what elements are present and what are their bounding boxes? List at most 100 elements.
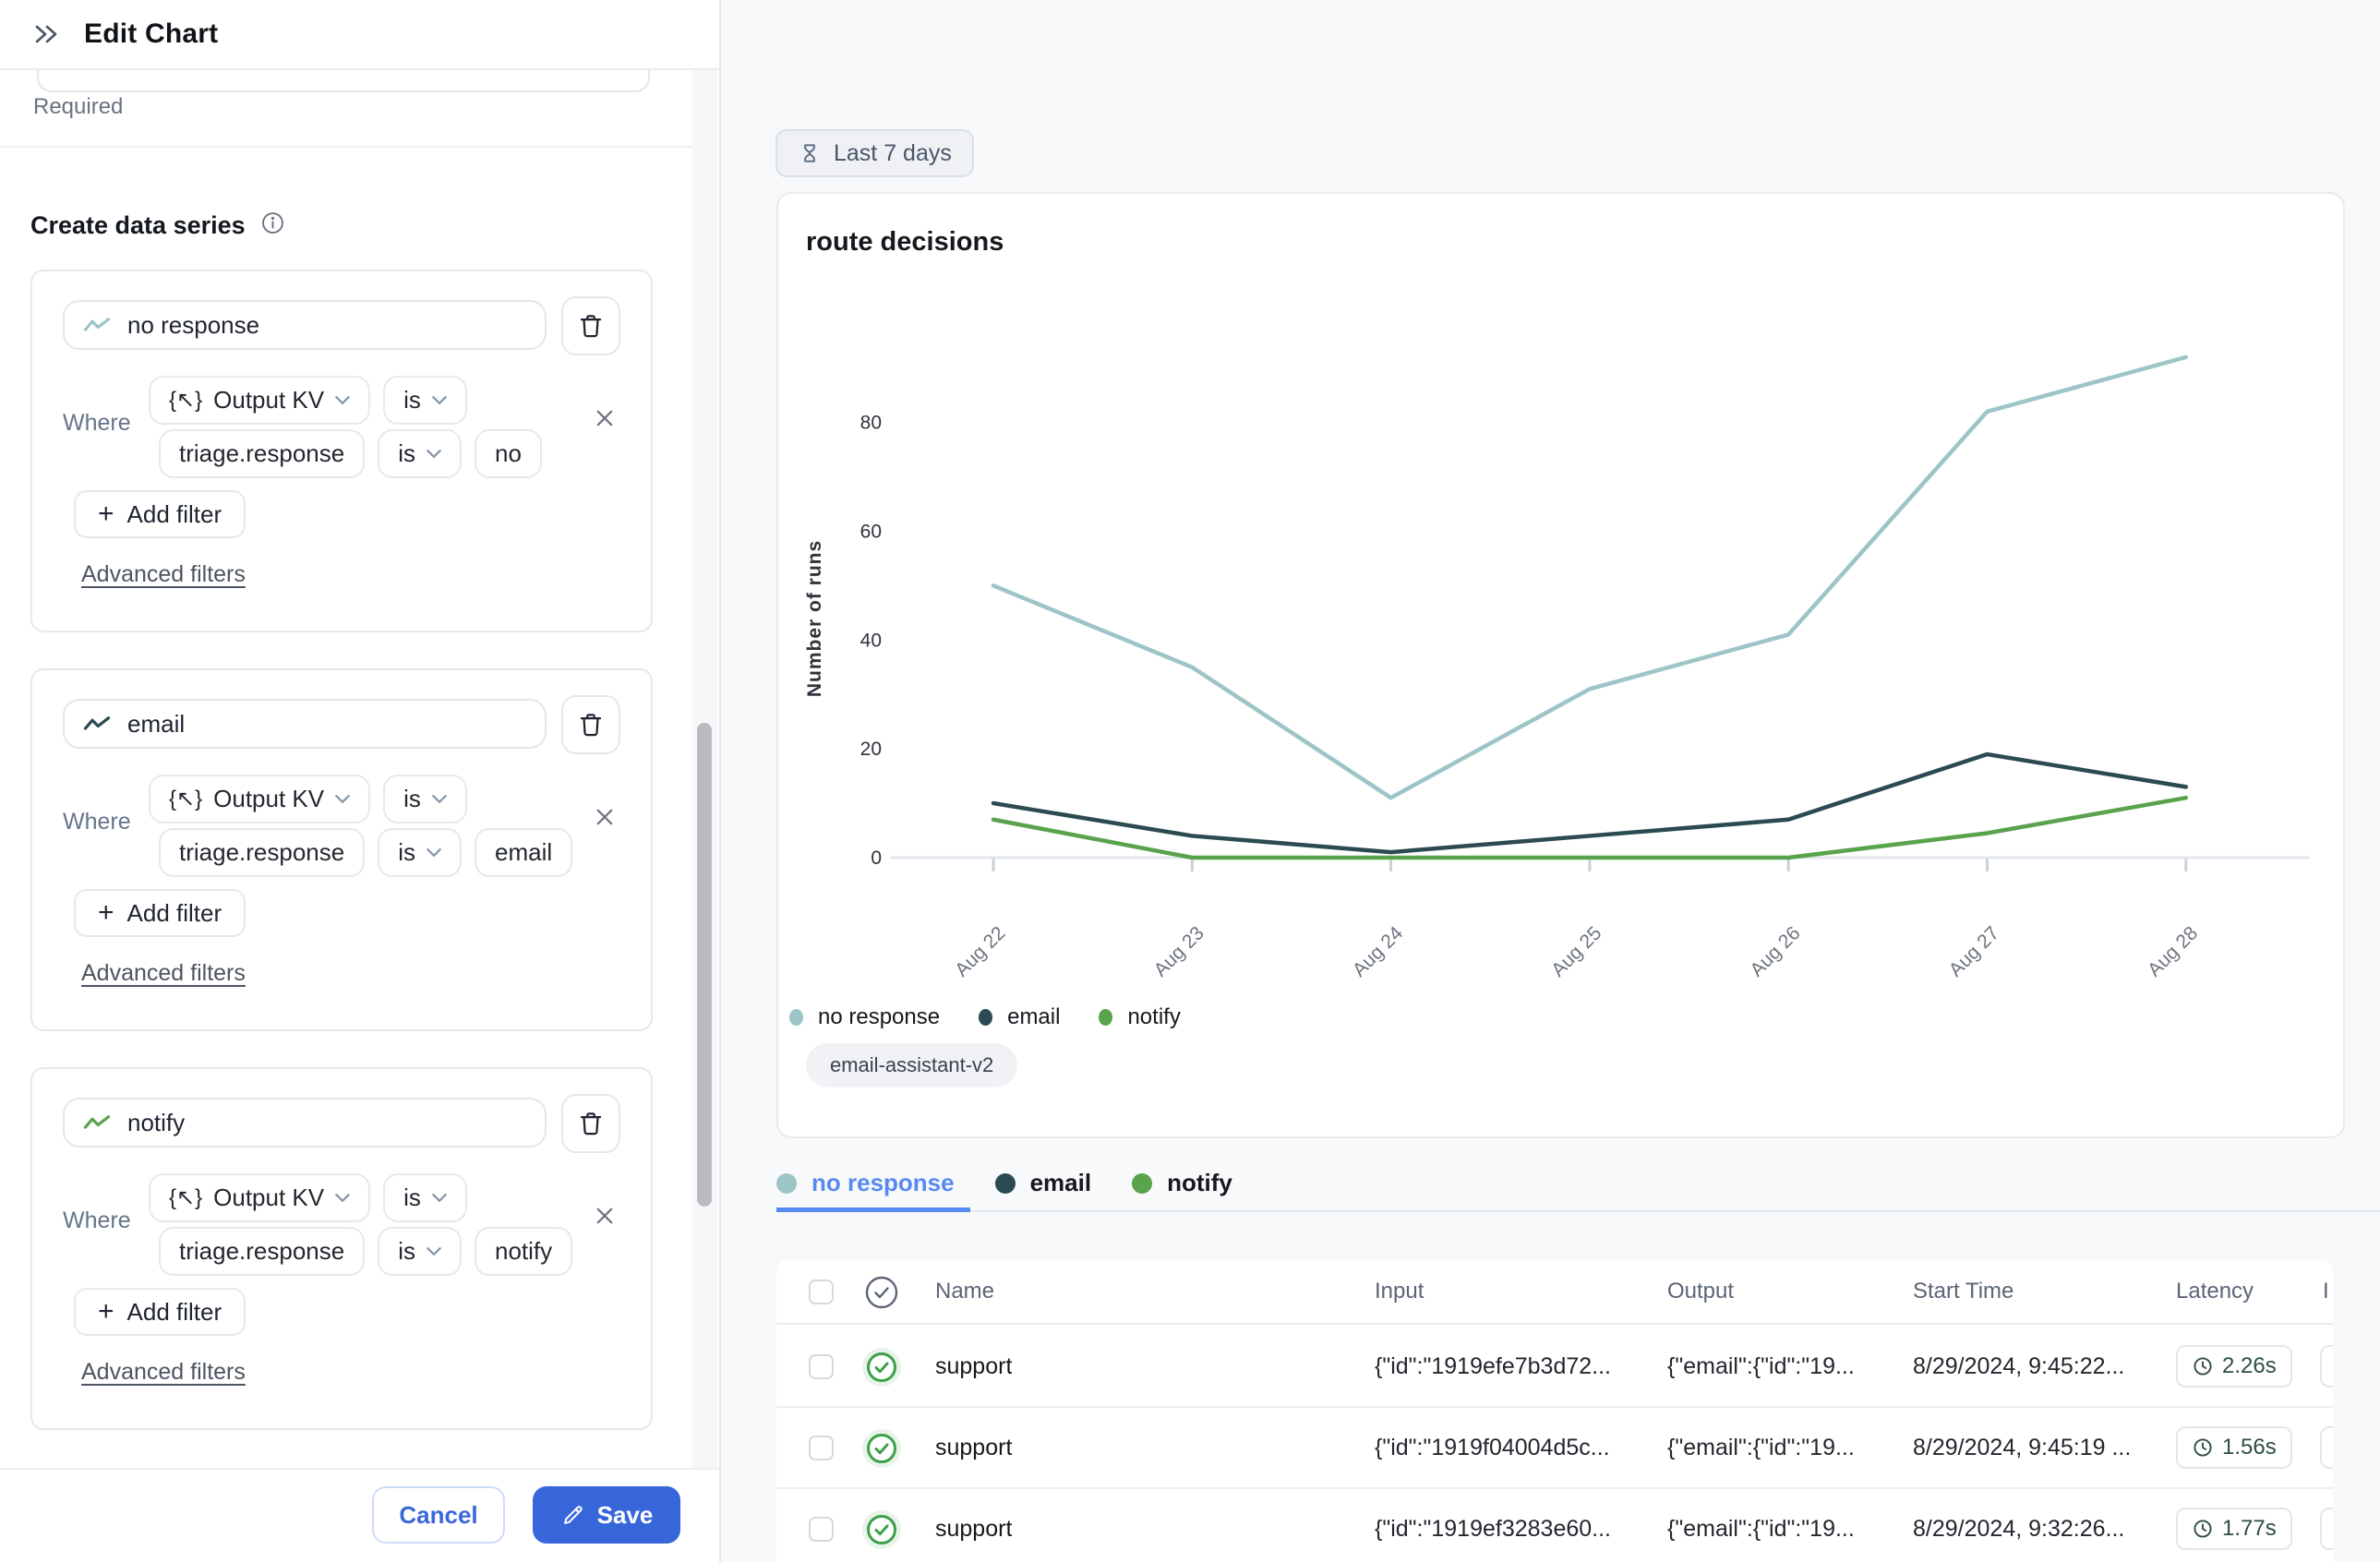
series-card-notify: notify Where {↖} Output KV is xyxy=(30,1067,653,1430)
sidebar-header: Edit Chart xyxy=(0,0,719,70)
sidebar-scrollbar-thumb[interactable] xyxy=(697,723,712,1207)
advanced-filters-link[interactable]: Advanced filters xyxy=(81,1359,246,1386)
series-name-input[interactable]: notify xyxy=(63,1098,547,1147)
delete-series-button[interactable] xyxy=(561,695,620,754)
table-row[interactable]: support {"id":"1919f04004d5c... {"email"… xyxy=(776,1408,2333,1489)
filter-field-select[interactable]: {↖} Output KV xyxy=(149,775,370,823)
run-name[interactable]: support xyxy=(935,1516,1012,1543)
svg-text:Aug 23: Aug 23 xyxy=(1150,922,1208,980)
run-output[interactable]: {"email":{"id":"19... xyxy=(1667,1353,1898,1380)
series-name-input[interactable]: email xyxy=(63,699,547,749)
svg-text:Aug 28: Aug 28 xyxy=(2144,922,2202,980)
latency-badge: 1.56s xyxy=(2176,1426,2292,1469)
column-header-output[interactable]: Output xyxy=(1667,1279,1734,1304)
series-line-email xyxy=(993,754,2186,852)
row-checkbox[interactable] xyxy=(809,1436,834,1460)
close-icon xyxy=(594,806,616,828)
tab-no-response[interactable]: no response xyxy=(776,1154,955,1197)
svg-text:0: 0 xyxy=(871,847,882,869)
remove-filter-icon[interactable] xyxy=(589,403,620,434)
table-header: Name Input Output Start Time Latency I xyxy=(776,1260,2333,1325)
partial-badge xyxy=(2320,1508,2333,1550)
chevron-down-icon xyxy=(432,794,447,804)
delete-series-button[interactable] xyxy=(561,1094,620,1153)
chevron-down-icon xyxy=(432,395,447,405)
row-checkbox[interactable] xyxy=(809,1354,834,1379)
filter-value-input[interactable]: notify xyxy=(475,1227,572,1276)
filter-key-operator-select[interactable]: is xyxy=(378,828,462,877)
chart-preview-panel: Last 7 days route decisions Number of ru… xyxy=(721,0,2380,1562)
tab-dot xyxy=(995,1173,1016,1194)
legend-item[interactable]: notify xyxy=(1099,1004,1180,1030)
select-all-checkbox[interactable] xyxy=(809,1280,834,1304)
add-filter-button[interactable]: + Add filter xyxy=(74,490,246,538)
run-input[interactable]: {"id":"1919f04004d5c... xyxy=(1375,1435,1652,1461)
chart-card: route decisions Number of runs 020406080… xyxy=(776,192,2345,1138)
kv-icon: {↖} xyxy=(169,387,202,414)
column-header-start-time[interactable]: Start Time xyxy=(1913,1279,2013,1304)
chevron-down-icon xyxy=(427,847,441,858)
run-name[interactable]: support xyxy=(935,1353,1012,1380)
filter-key-operator-select[interactable]: is xyxy=(378,429,462,478)
remove-filter-icon[interactable] xyxy=(589,1200,620,1232)
filter-operator-select[interactable]: is xyxy=(383,376,467,425)
chart-legend: no response email notify xyxy=(789,1004,1181,1030)
filter-key-input[interactable]: triage.response xyxy=(159,429,365,478)
filter-key-input[interactable]: triage.response xyxy=(159,1227,365,1276)
latency-badge: 1.77s xyxy=(2176,1508,2292,1550)
advanced-filters-link[interactable]: Advanced filters xyxy=(81,960,246,987)
run-input[interactable]: {"id":"1919ef3283e60... xyxy=(1375,1516,1652,1543)
filter-key-operator-select[interactable]: is xyxy=(378,1227,462,1276)
table-row[interactable]: support {"id":"1919efe7b3d72... {"email"… xyxy=(776,1327,2333,1408)
sidebar-footer: Cancel Save xyxy=(0,1468,719,1562)
collapse-panel-icon[interactable] xyxy=(30,18,62,50)
cancel-button[interactable]: Cancel xyxy=(372,1486,505,1544)
trash-icon xyxy=(577,1110,605,1137)
column-header-input[interactable]: Input xyxy=(1375,1279,1424,1304)
y-tick-labels: 020406080 xyxy=(860,413,882,869)
where-label: Where xyxy=(63,809,131,835)
series-name-input[interactable]: no response xyxy=(63,300,547,350)
run-start-time: 8/29/2024, 9:45:19 ... xyxy=(1913,1435,2162,1461)
time-range-chip[interactable]: Last 7 days xyxy=(775,129,974,177)
status-column-icon xyxy=(861,1272,902,1317)
filter-field-select[interactable]: {↖} Output KV xyxy=(149,376,370,425)
run-output[interactable]: {"email":{"id":"19... xyxy=(1667,1516,1898,1543)
partial-badge xyxy=(2320,1345,2333,1388)
tab-email[interactable]: email xyxy=(995,1154,1092,1197)
column-header-partial: I xyxy=(2323,1279,2329,1304)
edit-chart-screen: Edit Chart Required Create data series n… xyxy=(0,0,2380,1562)
filter-value-input[interactable]: no xyxy=(475,429,542,478)
success-status-icon xyxy=(861,1509,902,1555)
add-filter-button[interactable]: + Add filter xyxy=(74,1288,246,1336)
tab-notify[interactable]: notify xyxy=(1132,1154,1232,1197)
chevron-down-icon xyxy=(335,395,350,405)
filter-key-input[interactable]: triage.response xyxy=(159,828,365,877)
info-icon[interactable] xyxy=(260,210,285,240)
column-header-latency[interactable]: Latency xyxy=(2176,1279,2254,1304)
legend-item[interactable]: no response xyxy=(789,1004,940,1030)
clock-icon xyxy=(2192,1355,2214,1377)
run-output[interactable]: {"email":{"id":"19... xyxy=(1667,1435,1898,1461)
column-header-name[interactable]: Name xyxy=(935,1279,994,1304)
legend-dot xyxy=(1099,1009,1112,1026)
divider xyxy=(0,146,691,148)
success-status-icon xyxy=(861,1428,902,1473)
remove-filter-icon[interactable] xyxy=(589,801,620,833)
legend-item[interactable]: email xyxy=(979,1004,1060,1030)
filter-operator-select[interactable]: is xyxy=(383,1173,467,1222)
run-name[interactable]: support xyxy=(935,1435,1012,1461)
advanced-filters-link[interactable]: Advanced filters xyxy=(81,561,246,588)
add-filter-button[interactable]: + Add filter xyxy=(74,889,246,937)
filter-field-select[interactable]: {↖} Output KV xyxy=(149,1173,370,1222)
row-checkbox[interactable] xyxy=(809,1517,834,1542)
metric-select-partial[interactable] xyxy=(37,68,650,92)
filter-value-input[interactable]: email xyxy=(475,828,572,877)
y-axis-label: Number of runs xyxy=(804,540,825,697)
filter-operator-select[interactable]: is xyxy=(383,775,467,823)
save-button[interactable]: Save xyxy=(533,1486,680,1544)
delete-series-button[interactable] xyxy=(561,296,620,355)
pencil-icon xyxy=(560,1503,585,1528)
run-input[interactable]: {"id":"1919efe7b3d72... xyxy=(1375,1353,1652,1380)
table-row[interactable]: support {"id":"1919ef3283e60... {"email"… xyxy=(776,1489,2333,1562)
